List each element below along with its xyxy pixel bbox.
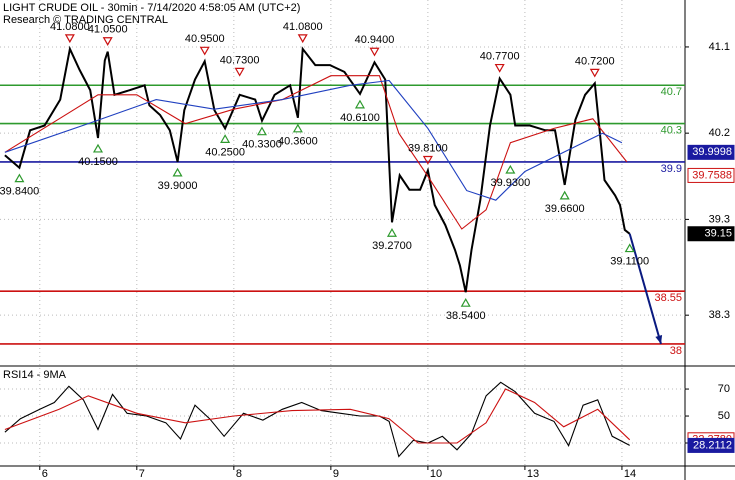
chart-title: LIGHT CRUDE OIL - 30min - 7/14/2020 4:58… (3, 2, 300, 14)
high-marker (494, 63, 505, 73)
y-tick-label: 38.3 (709, 309, 730, 321)
annotation-label: 40.2500 (205, 146, 245, 158)
price-tag-label: 39.9998 (692, 146, 732, 158)
low-marker (14, 173, 25, 183)
annotation-label: 40.9400 (355, 34, 395, 46)
high-marker (102, 37, 113, 46)
low-marker (559, 190, 570, 200)
annotation-label: 40.6100 (340, 112, 380, 124)
price-tag (687, 226, 735, 242)
annotation-label: 40.7200 (575, 55, 615, 67)
price-tag-label: 39.7588 (692, 169, 732, 181)
x-tick-label: 14 (624, 468, 636, 480)
y-tick-label: 70 (718, 383, 730, 395)
high-marker (589, 68, 600, 78)
level-label: 40.3 (661, 124, 682, 136)
y-tick-label: 50 (718, 410, 730, 422)
series-line (4, 388, 631, 444)
high-marker (64, 34, 75, 44)
low-marker (292, 123, 303, 133)
low-marker (386, 228, 398, 237)
level-label: 40.7 (661, 86, 682, 98)
low-marker (172, 167, 183, 177)
level-label: 38 (670, 345, 682, 357)
annotation-label: 39.9300 (490, 177, 530, 189)
price-tag-label: 39.15 (704, 228, 732, 240)
level-label: 38.55 (654, 292, 682, 304)
x-tick-label: 9 (333, 468, 339, 480)
price-tag-label: 28.2112 (693, 439, 732, 451)
series-line (4, 381, 630, 458)
y-tick-label: 40.2 (709, 127, 730, 139)
x-tick-label: 8 (236, 468, 242, 480)
annotation-label: 41.0800 (50, 21, 90, 33)
low-marker (624, 243, 635, 253)
high-marker (297, 34, 308, 44)
high-marker (422, 155, 433, 165)
annotation-label: 40.3300 (242, 139, 282, 151)
x-tick-label: 13 (527, 468, 539, 480)
annotation-label: 40.1500 (78, 156, 118, 168)
annotation-label: 39.6600 (545, 203, 585, 215)
price-tag (687, 437, 735, 453)
low-marker (92, 143, 104, 153)
annotation-label: 40.7700 (480, 50, 520, 62)
projection-arrow (628, 233, 662, 345)
annotation-label: 39.8400 (0, 186, 39, 198)
annotation-label: 41.0800 (283, 21, 323, 33)
low-marker (505, 164, 516, 174)
level-label: 39.9 (661, 163, 682, 175)
high-marker (199, 46, 210, 56)
low-marker (354, 99, 365, 109)
annotation-label: 39.8100 (408, 142, 448, 154)
annotation-label: 38.5400 (446, 310, 486, 322)
projection-arrow-head (655, 334, 663, 344)
low-marker (256, 126, 268, 136)
x-tick-label: 10 (430, 468, 442, 480)
price-tag (687, 144, 735, 160)
annotation-label: 39.2700 (372, 240, 412, 252)
y-tick-label: 39.3 (709, 213, 730, 225)
annotation-label: 40.3600 (278, 136, 318, 148)
annotation-label: 39.1100 (610, 255, 649, 267)
rsi-title: RSI14 - 9MA (3, 369, 67, 381)
low-marker (220, 134, 231, 143)
chart-subtitle: Research © TRADING CENTRAL (3, 14, 168, 26)
series-line (4, 75, 628, 230)
x-tick-label: 6 (42, 468, 48, 480)
high-marker (234, 67, 245, 77)
x-tick-label: 7 (139, 468, 145, 480)
annotation-label: 40.9500 (185, 33, 225, 45)
high-marker (369, 47, 380, 57)
series-line (4, 79, 623, 201)
annotation-label: 39.9000 (158, 180, 198, 192)
low-marker (460, 297, 471, 307)
price-tag (687, 167, 735, 183)
y-tick-label: 41.1 (709, 41, 730, 53)
annotation-label: 41.0500 (88, 24, 128, 36)
annotation-label: 40.7300 (220, 54, 260, 66)
